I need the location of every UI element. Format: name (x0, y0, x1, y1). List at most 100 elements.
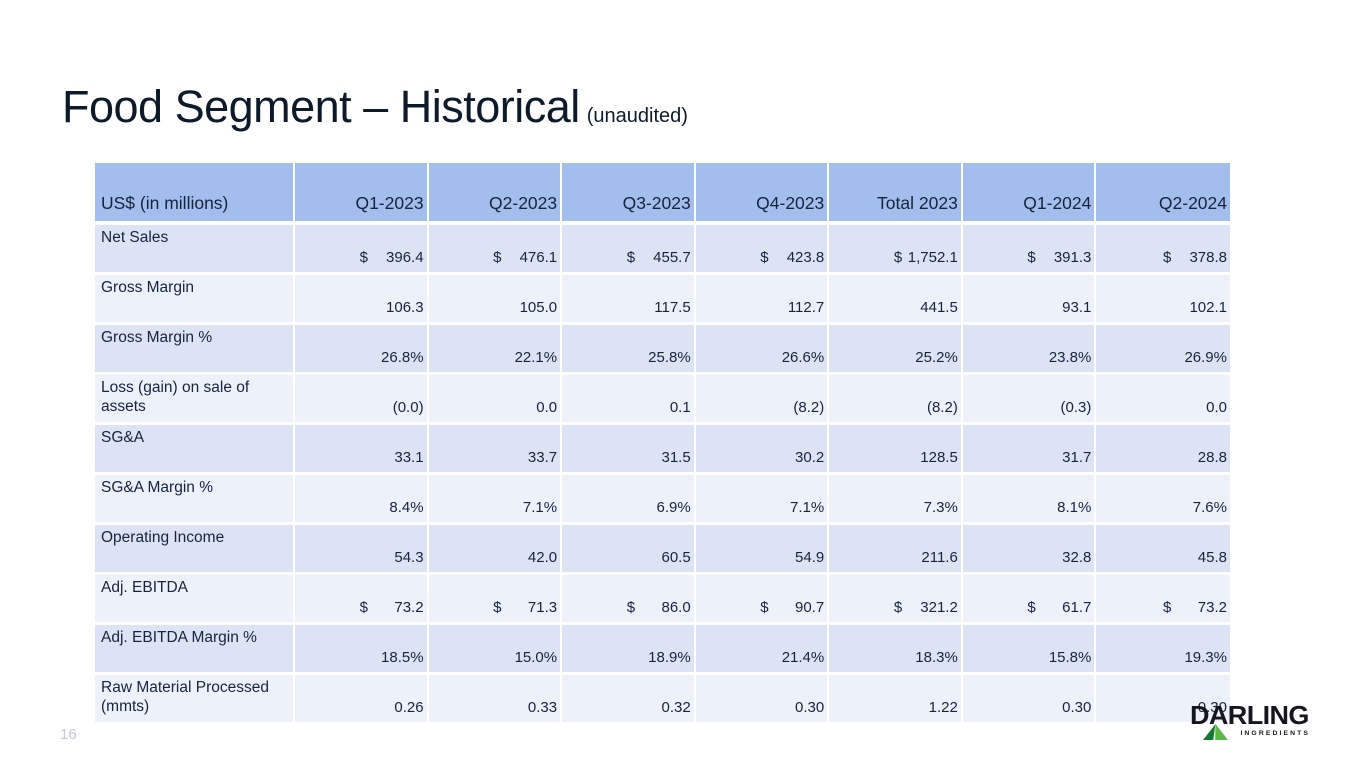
cell-value: 86.0 (661, 599, 691, 616)
table-cell: $73.2 (295, 575, 429, 625)
table-cell: 31.7 (962, 425, 1097, 475)
logo-subtext: INGREDIENTS (1240, 730, 1310, 737)
row-label: Adj. EBITDA (95, 575, 295, 625)
column-header: Q2-2024 (1096, 163, 1230, 225)
cell-value: 455.7 (653, 249, 691, 266)
table-cell: 7.6% (1096, 475, 1230, 525)
row-label: Gross Margin % (95, 325, 295, 375)
table-cell: 0.0 (1096, 375, 1230, 425)
cell-value: 321.2 (920, 599, 958, 616)
dollar-sign: $ (1163, 249, 1172, 266)
table-cell: $378.8 (1096, 225, 1230, 275)
table-cell: 18.5% (295, 625, 429, 675)
table-cell: (0.0) (295, 375, 429, 425)
table-row: Gross Margin 106.3 105.0 117.5 112.7 441.5 93.… (95, 275, 1230, 325)
table-cell: 7.3% (829, 475, 963, 525)
table-cell: 31.5 (562, 425, 696, 475)
row-label: Loss (gain) on sale of assets (95, 375, 295, 425)
pyramid-right-face (1213, 724, 1228, 740)
table-cell: (8.2) (695, 375, 830, 425)
cell-value: 73.2 (1197, 599, 1227, 616)
table-cell: 8.4% (295, 475, 429, 525)
table-cell: 32.8 (962, 525, 1097, 575)
table-cell: 93.1 (962, 275, 1097, 325)
table-cell: (0.3) (962, 375, 1097, 425)
table-row: Operating Income 54.3 42.0 60.5 54.9 211.6 32.… (95, 525, 1230, 575)
darling-ingredients-logo: DARLING INGREDIENTS (1190, 703, 1310, 747)
table-cell: $321.2 (829, 575, 963, 625)
page-title-text: Food Segment – Historical (62, 81, 580, 132)
dollar-sign: $ (893, 249, 903, 266)
dollar-sign: $ (760, 599, 769, 616)
table-cell: $455.7 (562, 225, 696, 275)
dollar-sign: $ (1163, 599, 1172, 616)
row-label: Operating Income (95, 525, 295, 575)
table-cell: 211.6 (829, 525, 963, 575)
dollar-sign: $ (626, 599, 636, 616)
dollar-sign: $ (359, 249, 368, 266)
table-cell: $1,752.1 (829, 225, 963, 275)
dollar-sign: $ (893, 599, 903, 616)
row-label: Raw Material Processed (mmts) (95, 675, 295, 725)
cell-value: 71.3 (527, 599, 558, 616)
table-cell: 0.33 (428, 675, 563, 725)
column-header: Q1-2023 (295, 163, 429, 225)
cell-value: 476.1 (519, 249, 558, 266)
table-cell: 117.5 (562, 275, 696, 325)
table-header: US$ (in millions) Q1-2023 Q2-2023 Q3-2023 Q4… (95, 163, 1230, 225)
table-cell: 18.9% (562, 625, 696, 675)
table-cell: $391.3 (962, 225, 1097, 275)
pyramid-seam (1213, 724, 1216, 740)
table-cell: $86.0 (562, 575, 696, 625)
table-cell: 42.0 (428, 525, 563, 575)
column-header-units: US$ (in millions) (95, 163, 295, 225)
dollar-sign: $ (626, 249, 636, 266)
dollar-sign: $ (1027, 599, 1036, 616)
table-cell: 18.3% (829, 625, 963, 675)
dollar-sign: $ (760, 249, 769, 266)
page-number: 16 (60, 726, 77, 743)
table-cell: 26.9% (1096, 325, 1230, 375)
table-cell: 15.8% (962, 625, 1097, 675)
table-cell: 1.22 (829, 675, 963, 725)
table-cell: 19.3% (1096, 625, 1230, 675)
table-cell: 0.1 (562, 375, 696, 425)
table-cell: 30.2 (695, 425, 830, 475)
dollar-sign: $ (493, 599, 502, 616)
cell-value: 73.2 (394, 599, 424, 616)
page-title: Food Segment – Historical (unaudited) (62, 82, 688, 132)
table-row: Loss (gain) on sale of assets (0.0) 0.0 0.1… (95, 375, 1230, 425)
column-header: Q1-2024 (962, 163, 1097, 225)
column-header: Q4-2023 (695, 163, 830, 225)
table-cell: 8.1% (962, 475, 1097, 525)
page-title-unaudited-note: (unaudited) (586, 105, 688, 127)
table-cell: 21.4% (695, 625, 830, 675)
table-cell: 7.1% (695, 475, 830, 525)
table-cell: 102.1 (1096, 275, 1230, 325)
row-label: Gross Margin (95, 275, 295, 325)
logo-pyramid-icon (1203, 724, 1228, 740)
dollar-sign: $ (493, 249, 502, 266)
dollar-sign: $ (1027, 249, 1036, 266)
table-row: Adj. EBITDA $73.2 $71.3 $86.0 $90.7 $321.2 $61… (95, 575, 1230, 625)
table-cell: $396.4 (295, 225, 429, 275)
table-cell: (8.2) (829, 375, 963, 425)
cell-value: 90.7 (795, 599, 825, 616)
table-cell: $73.2 (1096, 575, 1230, 625)
table-row: Net Sales $396.4 $476.1 $455.7 $423.8 $1,752.… (95, 225, 1230, 275)
table-cell: 54.9 (695, 525, 830, 575)
table-cell: 28.8 (1096, 425, 1230, 475)
table-row: Adj. EBITDA Margin % 18.5% 15.0% 18.9% 21.4%… (95, 625, 1230, 675)
table-row: SG&A 33.1 33.7 31.5 30.2 128.5 31.7 28.8 (95, 425, 1230, 475)
table-cell: 26.8% (295, 325, 429, 375)
dollar-sign: $ (359, 599, 368, 616)
table-row: Raw Material Processed (mmts) 0.26 0.33 0.3… (95, 675, 1230, 725)
cell-value: 396.4 (386, 249, 424, 266)
table-cell: $423.8 (695, 225, 830, 275)
table-cell: $476.1 (428, 225, 563, 275)
table-cell: 0.30 (962, 675, 1097, 725)
table-cell: 0.30 (695, 675, 830, 725)
table-cell: $90.7 (695, 575, 830, 625)
table-cell: 22.1% (428, 325, 563, 375)
cell-value: 61.7 (1062, 599, 1092, 616)
